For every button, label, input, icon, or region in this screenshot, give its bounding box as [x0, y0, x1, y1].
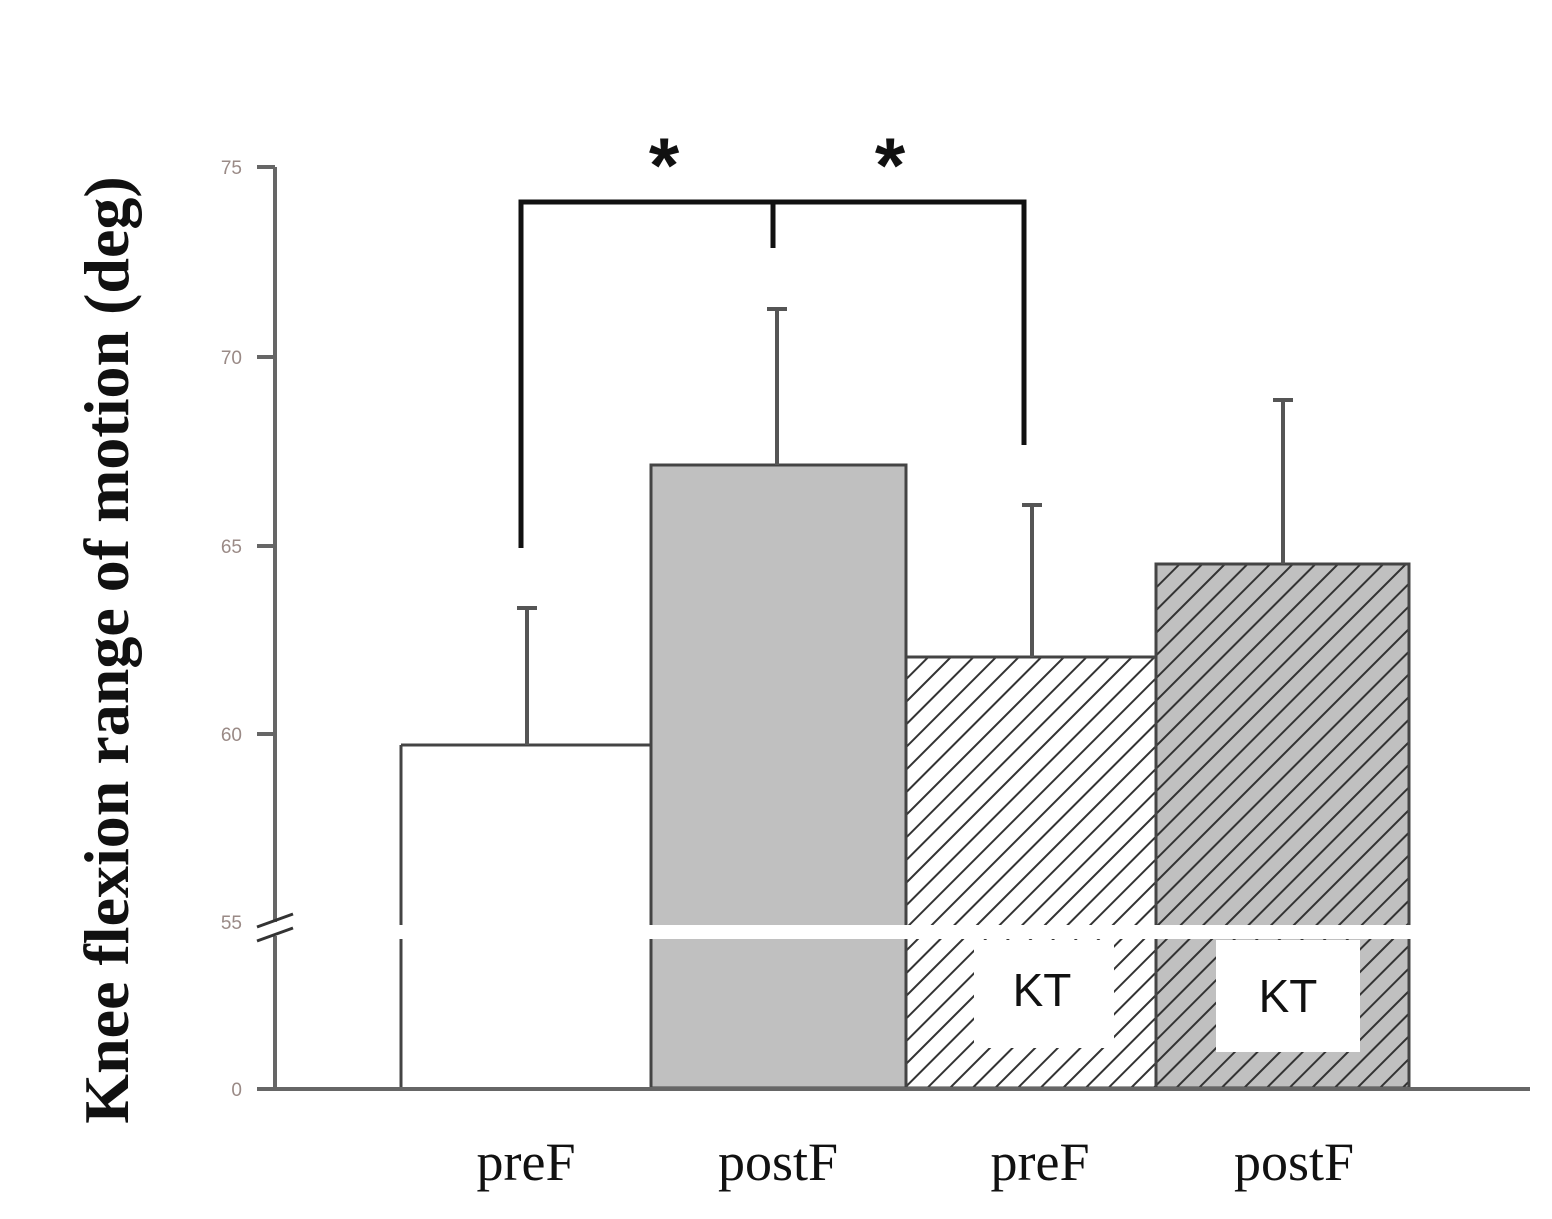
- svg-text:65: 65: [221, 537, 242, 558]
- error-bars: [517, 307, 1293, 745]
- svg-text:preF: preF: [477, 1132, 576, 1192]
- axis-break-band: [396, 925, 1416, 939]
- y-axis-label: Knee flexion range of motion (deg): [71, 176, 142, 1123]
- svg-text:60: 60: [221, 725, 242, 746]
- y-tick-labels: 75 70 65 60 55 0: [221, 158, 242, 1101]
- svg-text:postF: postF: [718, 1132, 838, 1192]
- y-axis: [256, 165, 294, 1090]
- svg-text:preF: preF: [991, 1132, 1090, 1192]
- kt-label-2: KT: [1216, 940, 1360, 1052]
- significance-star-2: *: [875, 121, 906, 209]
- svg-text:55: 55: [221, 913, 242, 934]
- svg-text:KT: KT: [1013, 964, 1072, 1016]
- svg-text:70: 70: [221, 348, 242, 369]
- significance-bracket: [518, 199, 1027, 548]
- x-category-labels: preF postF preF postF: [477, 1132, 1355, 1192]
- significance-star-1: *: [649, 121, 680, 209]
- svg-text:KT: KT: [1259, 970, 1318, 1022]
- svg-text:0: 0: [231, 1080, 242, 1101]
- bar-postf: [649, 463, 908, 1090]
- svg-text:postF: postF: [1234, 1132, 1354, 1192]
- kt-label-1: KT: [974, 940, 1114, 1048]
- bar-pref: [399, 743, 651, 1088]
- svg-text:75: 75: [221, 158, 242, 179]
